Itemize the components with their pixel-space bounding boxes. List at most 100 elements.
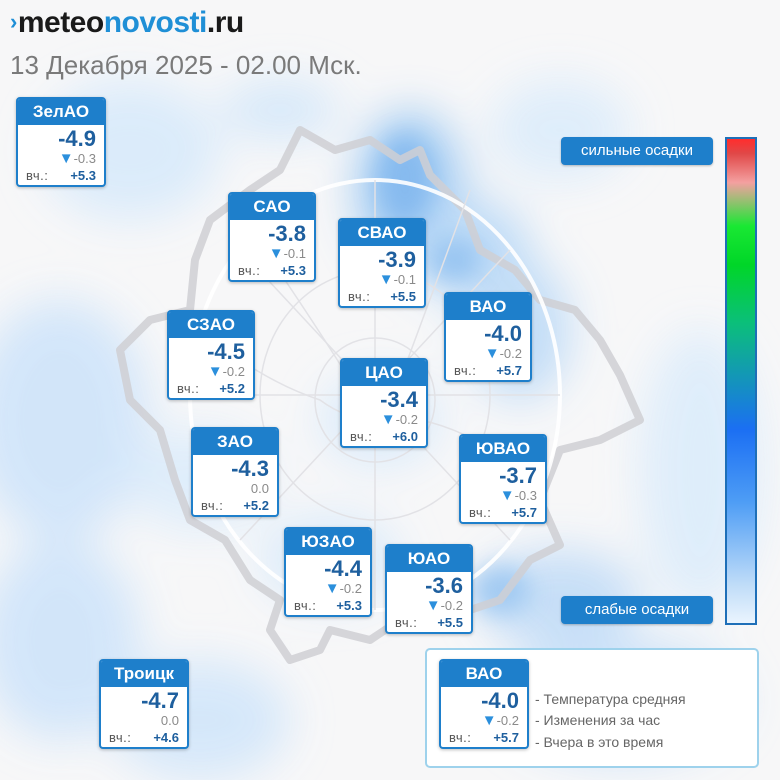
- district-temp: -3.6: [425, 573, 463, 598]
- hourly-change: ▼-0.2: [169, 364, 253, 380]
- yesterday-value: +5.3: [336, 598, 362, 613]
- yesterday-row: вч.: +5.7: [441, 729, 527, 747]
- yesterday-row: вч.: +5.3: [286, 597, 370, 615]
- yesterday-row: вч.: +5.2: [169, 380, 253, 398]
- district-name: ЗелАО: [18, 99, 104, 125]
- logo-suffix: .ru: [206, 6, 244, 39]
- district-temp: -4.7: [141, 688, 179, 713]
- district-name: ЗАО: [193, 429, 277, 455]
- hourly-change: 0.0: [101, 713, 187, 729]
- yesterday-value: +6.0: [392, 429, 418, 444]
- yesterday-row: вч.: +5.7: [461, 504, 545, 522]
- change-down-icon: ▼: [481, 712, 497, 729]
- yesterday-value: +5.5: [390, 289, 416, 304]
- change-down-icon: ▼: [378, 271, 394, 288]
- yesterday-label: вч.:: [348, 289, 371, 304]
- district-temp: -3.4: [380, 387, 418, 412]
- district-card-vao: ВАО -4.0 ▼-0.2 вч.: +5.7: [444, 292, 532, 382]
- legend-desc-yesterday: - Вчера в это время: [535, 734, 664, 750]
- change-down-icon: ▼: [324, 580, 340, 597]
- yesterday-row: вч.: +5.5: [340, 288, 424, 306]
- hourly-change: ▼-0.3: [18, 151, 104, 167]
- yesterday-value: +5.5: [437, 615, 463, 630]
- change-down-icon: ▼: [499, 487, 515, 504]
- district-name: ЮЗАО: [286, 529, 370, 555]
- district-card-troitsk: Троицк -4.7 0.0 вч.: +4.6: [99, 659, 189, 749]
- hourly-change: 0.0: [193, 481, 277, 497]
- yesterday-value: +5.2: [243, 498, 269, 513]
- change-down-icon: ▼: [268, 245, 284, 262]
- change-value: -0.2: [440, 598, 463, 613]
- hourly-change: ▼-0.2: [286, 581, 370, 597]
- yesterday-label: вч.:: [469, 505, 492, 520]
- yesterday-value: +5.3: [70, 168, 96, 183]
- precipitation-scale-bar: [725, 137, 757, 625]
- district-temp: -4.0: [481, 688, 519, 713]
- change-down-icon: ▼: [484, 345, 500, 362]
- district-name: СЗАО: [169, 312, 253, 338]
- district-name: ЦАО: [342, 360, 426, 386]
- district-name: ВАО: [446, 294, 530, 320]
- district-name: Троицк: [101, 661, 187, 687]
- change-down-icon: ▼: [207, 363, 223, 380]
- district-card-zelao: ЗелАО -4.9 ▼-0.3 вч.: +5.3: [16, 97, 106, 187]
- yesterday-label: вч.:: [26, 168, 49, 183]
- district-name: ЮВАО: [461, 436, 545, 462]
- change-value: -0.2: [222, 364, 245, 379]
- site-logo: ›meteonovosti.ru: [10, 6, 244, 40]
- hourly-change: ▼-0.2: [446, 346, 530, 362]
- hourly-change: ▼-0.2: [387, 598, 471, 614]
- logo-prefix: meteo: [17, 6, 104, 39]
- date-time-subtitle: 13 Декабря 2025 - 02.00 Мск.: [10, 50, 362, 80]
- district-temp: -3.9: [378, 247, 416, 272]
- district-name: ВАО: [441, 661, 527, 687]
- change-value: -0.2: [339, 581, 362, 596]
- yesterday-label: вч.:: [395, 615, 418, 630]
- change-value: -0.1: [393, 272, 416, 287]
- yesterday-label: вч.:: [238, 263, 261, 278]
- hourly-change: ▼-0.1: [340, 272, 424, 288]
- district-card-cao: ЦАО -3.4 ▼-0.2 вч.: +6.0: [340, 358, 428, 448]
- yesterday-label: вч.:: [294, 598, 317, 613]
- yesterday-row: вч.: +5.5: [387, 614, 471, 632]
- legend-desc-change: - Изменения за час: [535, 712, 661, 728]
- district-card-sao: САО -3.8 ▼-0.1 вч.: +5.3: [228, 192, 316, 282]
- yesterday-label: вч.:: [109, 730, 132, 745]
- district-temp: -3.7: [499, 463, 537, 488]
- yesterday-label: вч.:: [350, 429, 373, 444]
- district-name: ЮАО: [387, 546, 471, 572]
- change-down-icon: ▼: [425, 597, 441, 614]
- legend-example-card: ВАО -4.0 ▼-0.2 вч.: +5.7: [439, 659, 529, 749]
- yesterday-label: вч.:: [201, 498, 224, 513]
- district-name: САО: [230, 194, 314, 220]
- district-card-szao: СЗАО -4.5 ▼-0.2 вч.: +5.2: [167, 310, 255, 400]
- yesterday-row: вч.: +4.6: [101, 729, 187, 747]
- change-value: 0.0: [250, 481, 269, 496]
- district-card-zao: ЗАО -4.3 0.0 вч.: +5.2: [191, 427, 279, 517]
- yesterday-row: вч.: +6.0: [342, 428, 426, 446]
- yesterday-label: вч.:: [177, 381, 200, 396]
- logo-accent: novosti: [103, 6, 208, 39]
- district-card-yuzao: ЮЗАО -4.4 ▼-0.2 вч.: +5.3: [284, 527, 372, 617]
- district-name: СВАО: [340, 220, 424, 246]
- yesterday-value: +5.7: [496, 363, 522, 378]
- district-temp: -3.8: [268, 221, 306, 246]
- yesterday-row: вч.: +5.7: [446, 362, 530, 380]
- yesterday-row: вч.: +5.3: [18, 167, 104, 185]
- logo-mark: ›: [10, 9, 17, 34]
- legend-desc-temp: - Температура средняя: [535, 691, 686, 707]
- change-value: -0.3: [73, 151, 96, 166]
- district-temp: -4.0: [484, 321, 522, 346]
- district-temp: -4.3: [231, 456, 269, 481]
- hourly-change: ▼-0.1: [230, 246, 314, 262]
- yesterday-value: +5.3: [280, 263, 306, 278]
- change-value: -0.2: [395, 412, 418, 427]
- yesterday-label: вч.:: [454, 363, 477, 378]
- yesterday-value: +5.2: [219, 381, 245, 396]
- change-down-icon: ▼: [58, 150, 74, 167]
- district-card-yuao: ЮАО -3.6 ▼-0.2 вч.: +5.5: [385, 544, 473, 634]
- change-value: -0.1: [283, 246, 306, 261]
- yesterday-row: вч.: +5.3: [230, 262, 314, 280]
- yesterday-label: вч.:: [449, 730, 472, 745]
- weak-precip-label: слабые осадки: [561, 596, 713, 624]
